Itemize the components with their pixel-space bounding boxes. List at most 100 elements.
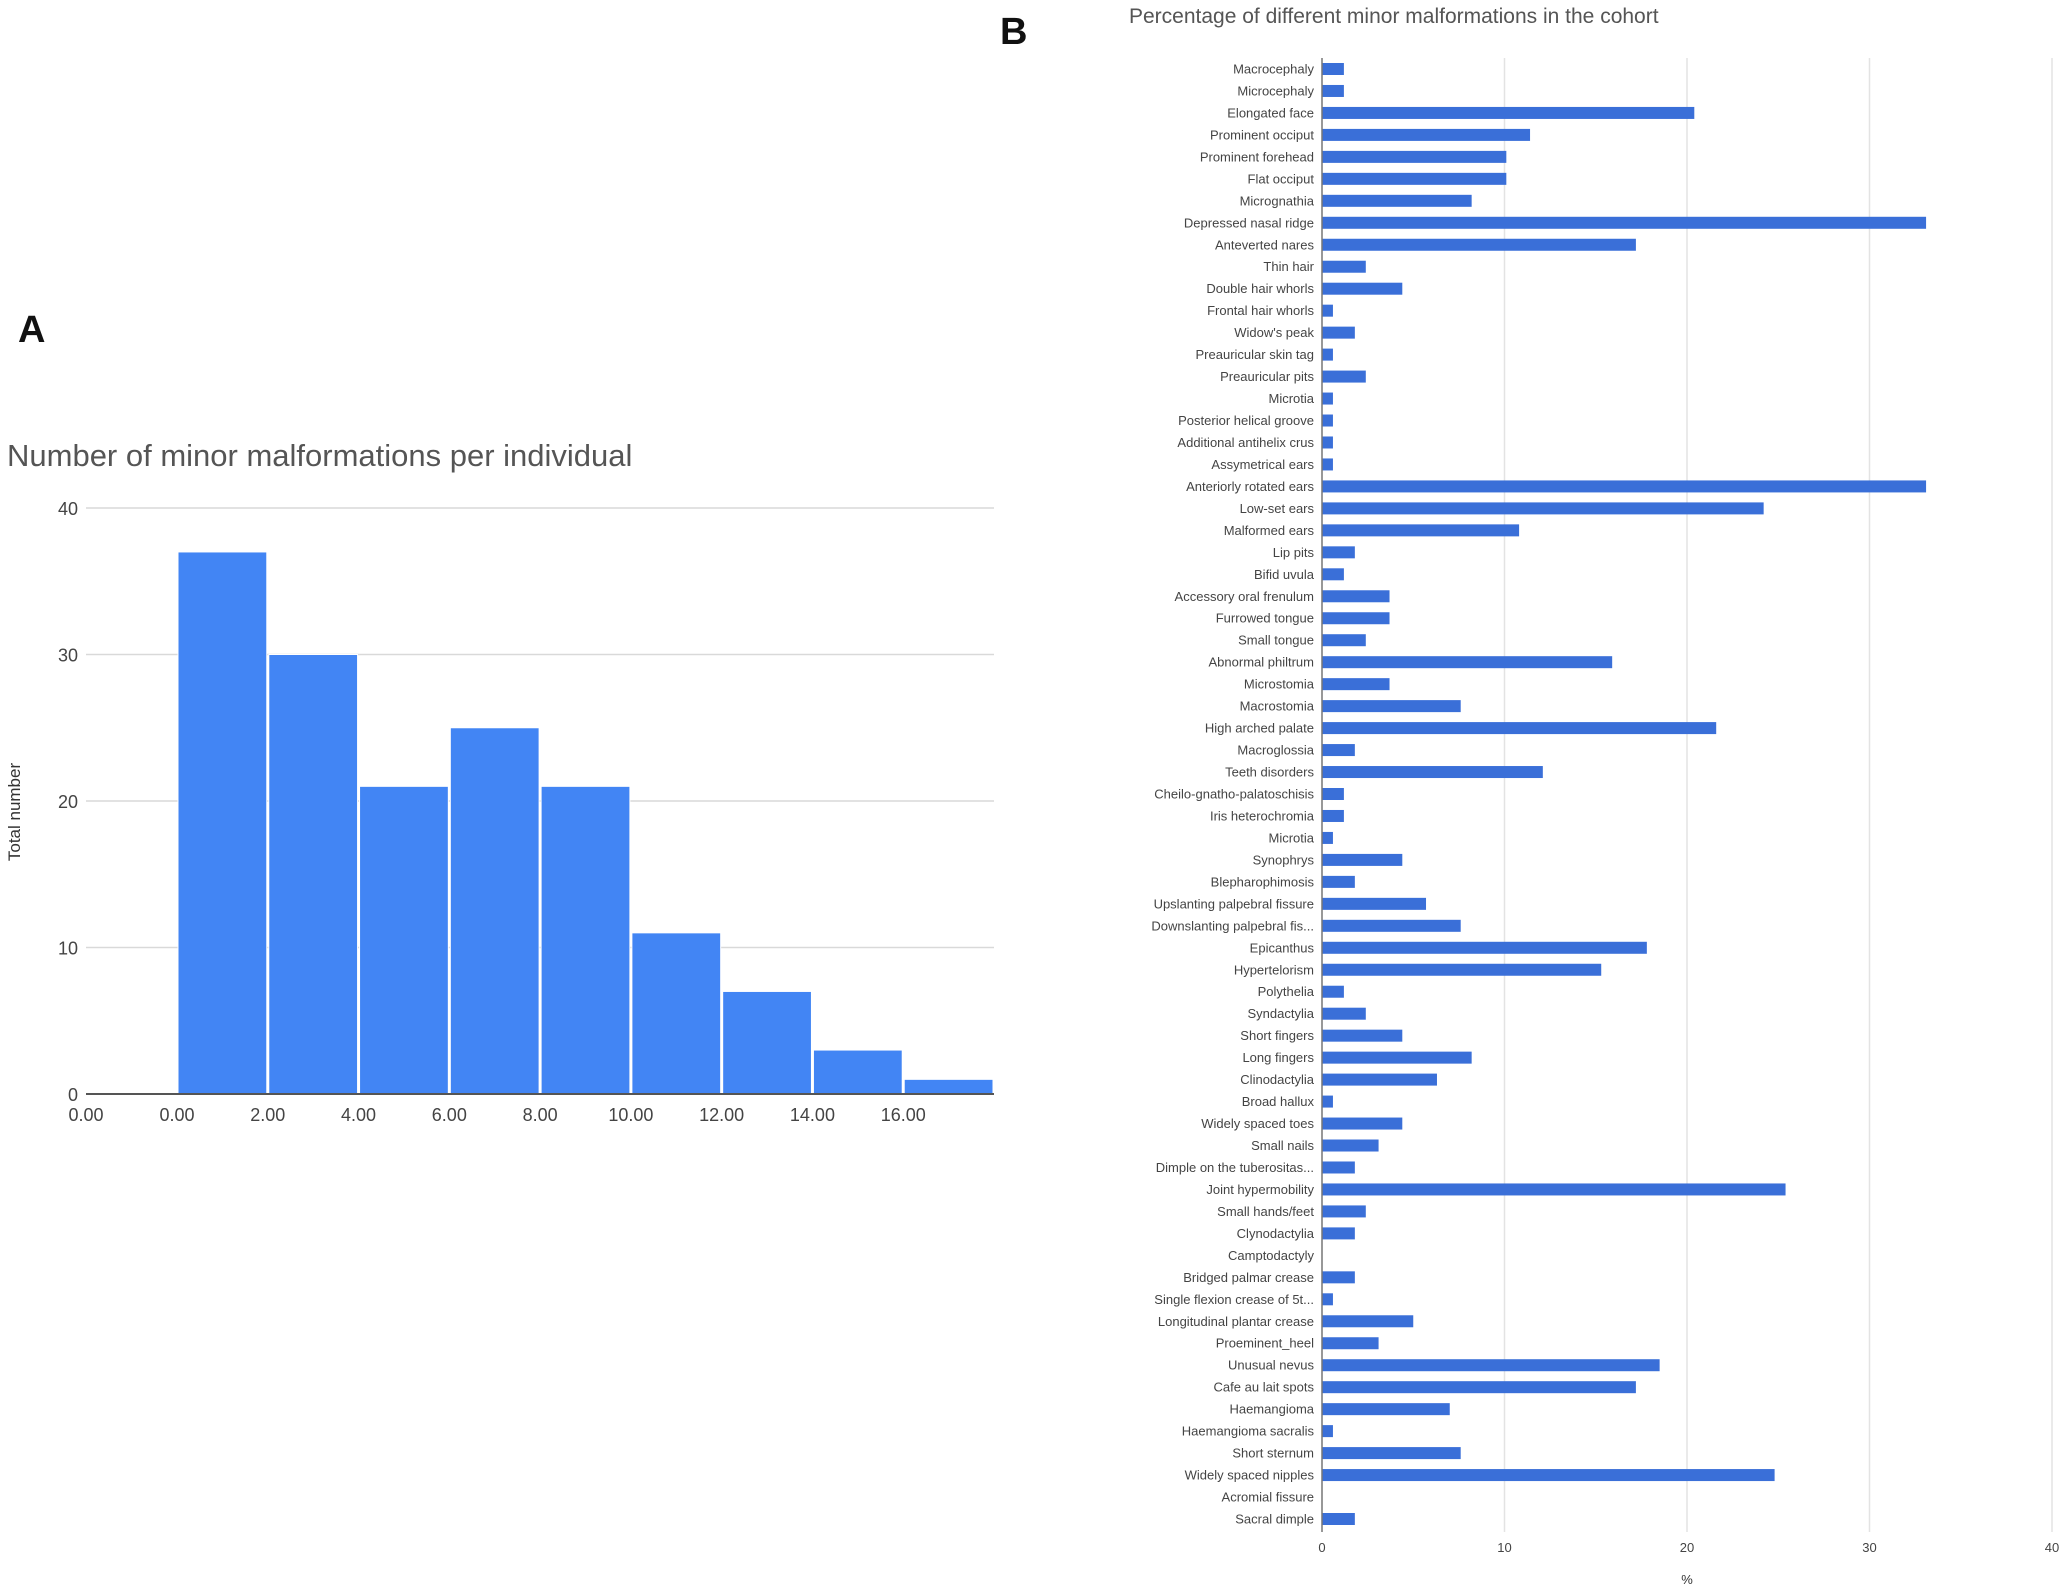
histogram-bar	[903, 1078, 994, 1095]
bar	[1322, 1315, 1414, 1328]
bar	[1322, 941, 1647, 954]
category-label: Widely spaced nipples	[1185, 1468, 1315, 1483]
category-label: Thin hair	[1263, 259, 1314, 274]
x-tick-label: 6.00	[432, 1105, 467, 1125]
category-label: Macrostomia	[1240, 699, 1315, 714]
bar	[1322, 722, 1717, 735]
bar	[1322, 106, 1695, 119]
bar	[1322, 304, 1333, 317]
category-label: Joint hypermobility	[1206, 1182, 1314, 1197]
bar	[1322, 788, 1344, 800]
panel-a-x-ticks: 0.00 0.00 2.00 4.00 6.00 8.00 10.00 12.00 14.00 1…	[68, 1105, 925, 1125]
panel-b: B Percentage of different minor malforma…	[1000, 5, 2059, 1587]
bar	[1322, 1183, 1786, 1196]
panel-a-letter: A	[18, 309, 45, 351]
bar	[1322, 1073, 1437, 1086]
category-label: Lip pits	[1273, 545, 1315, 560]
category-label: Furrowed tongue	[1216, 611, 1314, 626]
category-label: Accessory oral frenulum	[1175, 589, 1314, 604]
panel-b-category-labels: Macrocephaly Microcephaly Elongated face Pr…	[1151, 62, 1314, 1527]
category-label: Cafe au lait spots	[1214, 1380, 1315, 1395]
x-tick-label: 30	[1862, 1540, 1876, 1555]
bar	[1322, 1051, 1472, 1064]
bar	[1322, 1161, 1355, 1174]
panel-a: A Number of minor malformations per indi…	[5, 309, 994, 1125]
histogram-bar	[812, 1049, 903, 1095]
category-label: Anteriorly rotated ears	[1186, 479, 1314, 494]
category-label: High arched palate	[1205, 721, 1314, 736]
category-label: Low-set ears	[1240, 501, 1315, 516]
category-label: Dimple on the tuberositas...	[1156, 1160, 1314, 1175]
category-label: Additional antihelix crus	[1177, 435, 1314, 450]
category-label: Upslanting palpebral fissure	[1154, 896, 1314, 911]
bar	[1322, 128, 1531, 141]
category-label: Small tongue	[1238, 633, 1314, 648]
y-tick-label: 30	[58, 646, 78, 666]
category-label: Microtia	[1268, 830, 1314, 845]
x-tick-label: 4.00	[341, 1105, 376, 1125]
bar	[1322, 1227, 1355, 1240]
x-tick-label: 16.00	[881, 1105, 926, 1125]
category-label: Teeth disorders	[1225, 765, 1314, 780]
bar	[1322, 348, 1333, 361]
bar	[1322, 326, 1355, 339]
bar	[1322, 1403, 1450, 1416]
category-label: Short fingers	[1240, 1028, 1314, 1043]
category-label: Epicanthus	[1250, 940, 1315, 955]
bar	[1322, 744, 1355, 757]
category-label: Frontal hair whorls	[1207, 303, 1314, 318]
category-label: Double hair whorls	[1206, 281, 1314, 296]
bar	[1322, 853, 1403, 866]
panel-b-x-ticks: 0 10 20 30 40	[1318, 1540, 2059, 1555]
category-label: Hypertelorism	[1234, 962, 1314, 977]
panel-b-bars	[1322, 63, 1927, 1525]
bar	[1322, 634, 1366, 647]
bar	[1322, 1139, 1379, 1152]
bar	[1322, 1447, 1461, 1460]
category-label: Abnormal philtrum	[1209, 655, 1315, 670]
bar	[1322, 963, 1602, 976]
bar	[1322, 897, 1427, 910]
bar	[1322, 1095, 1333, 1108]
y-tick-label: 40	[58, 499, 78, 519]
bar	[1322, 238, 1636, 251]
category-label: Unusual nevus	[1228, 1358, 1314, 1373]
bar	[1322, 172, 1507, 185]
category-label: Micrognathia	[1240, 193, 1315, 208]
bar	[1322, 392, 1333, 405]
category-label: Microtia	[1268, 391, 1314, 406]
bar	[1322, 194, 1472, 207]
category-label: Longitudinal plantar crease	[1158, 1314, 1314, 1329]
histogram-bar	[540, 785, 631, 1095]
category-label: Iris heterochromia	[1210, 808, 1315, 823]
category-label: Depressed nasal ridge	[1184, 215, 1314, 230]
category-label: Posterior helical groove	[1178, 413, 1314, 428]
category-label: Macrocephaly	[1233, 62, 1314, 77]
category-label: Haemangioma	[1229, 1402, 1314, 1417]
bar	[1322, 502, 1764, 515]
bar	[1322, 370, 1366, 383]
bar	[1322, 1381, 1636, 1394]
y-tick-label: 0	[68, 1085, 78, 1105]
panel-b-title: Percentage of different minor malformati…	[1129, 5, 1659, 28]
panel-b-x-axis-label: %	[1681, 1572, 1693, 1587]
category-label: Small hands/feet	[1217, 1204, 1314, 1219]
category-label: Polythelia	[1258, 984, 1315, 999]
y-tick-label: 20	[58, 792, 78, 812]
panel-b-letter: B	[1000, 11, 1027, 53]
bar	[1322, 1359, 1660, 1372]
bar	[1322, 260, 1366, 273]
bar	[1322, 919, 1461, 932]
bar	[1322, 458, 1333, 471]
bar	[1322, 1293, 1333, 1306]
x-tick-label: 0	[1318, 1540, 1325, 1555]
x-tick-label: 20	[1680, 1540, 1694, 1555]
x-tick-label: 14.00	[790, 1105, 835, 1125]
x-tick-label: 12.00	[699, 1105, 744, 1125]
bar	[1322, 875, 1355, 888]
category-label: Microstomia	[1244, 677, 1315, 692]
bar	[1322, 1117, 1403, 1130]
bar	[1322, 524, 1520, 537]
histogram-bar	[177, 551, 268, 1095]
